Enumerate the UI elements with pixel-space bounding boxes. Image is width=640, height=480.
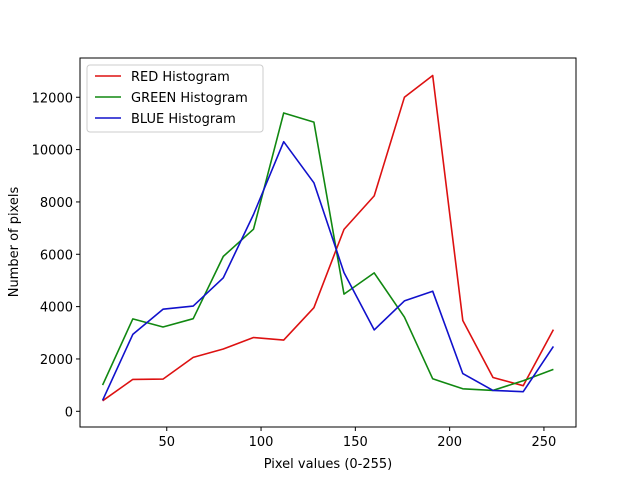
y-tick-label: 0 — [65, 405, 73, 420]
y-tick-label: 12000 — [32, 91, 73, 106]
y-tick-label: 4000 — [40, 301, 73, 316]
x-axis-label: Pixel values (0-255) — [264, 457, 393, 472]
y-tick-label: 8000 — [40, 196, 73, 211]
series-line-red — [102, 74, 555, 402]
y-tick-label: 6000 — [40, 248, 73, 263]
x-tick-label: 250 — [532, 435, 557, 450]
legend-entry-label: GREEN Histogram — [131, 91, 248, 106]
series-line-green — [101, 112, 554, 392]
legend-entry-label: BLUE Histogram — [131, 112, 236, 127]
x-tick-label: 150 — [343, 435, 368, 450]
y-tick-label: 2000 — [40, 353, 73, 368]
y-axis: 0 2000 4000 6000 8000 10000 12000 — [32, 91, 80, 420]
series-layer — [101, 74, 555, 402]
x-axis: 50 100 150 200 250 — [158, 427, 556, 450]
legend-entry-label: RED Histogram — [131, 70, 230, 85]
y-axis-label: Number of pixels — [7, 186, 22, 297]
plot-frame — [79, 57, 577, 428]
series-line-blue — [101, 140, 555, 401]
y-tick-label: 10000 — [32, 144, 73, 159]
legend: RED Histogram GREEN Histogram BLUE Histogr… — [86, 64, 264, 133]
x-tick-label: 50 — [158, 435, 175, 450]
legend-box — [86, 64, 264, 133]
x-tick-label: 100 — [249, 435, 274, 450]
x-tick-label: 200 — [437, 435, 462, 450]
